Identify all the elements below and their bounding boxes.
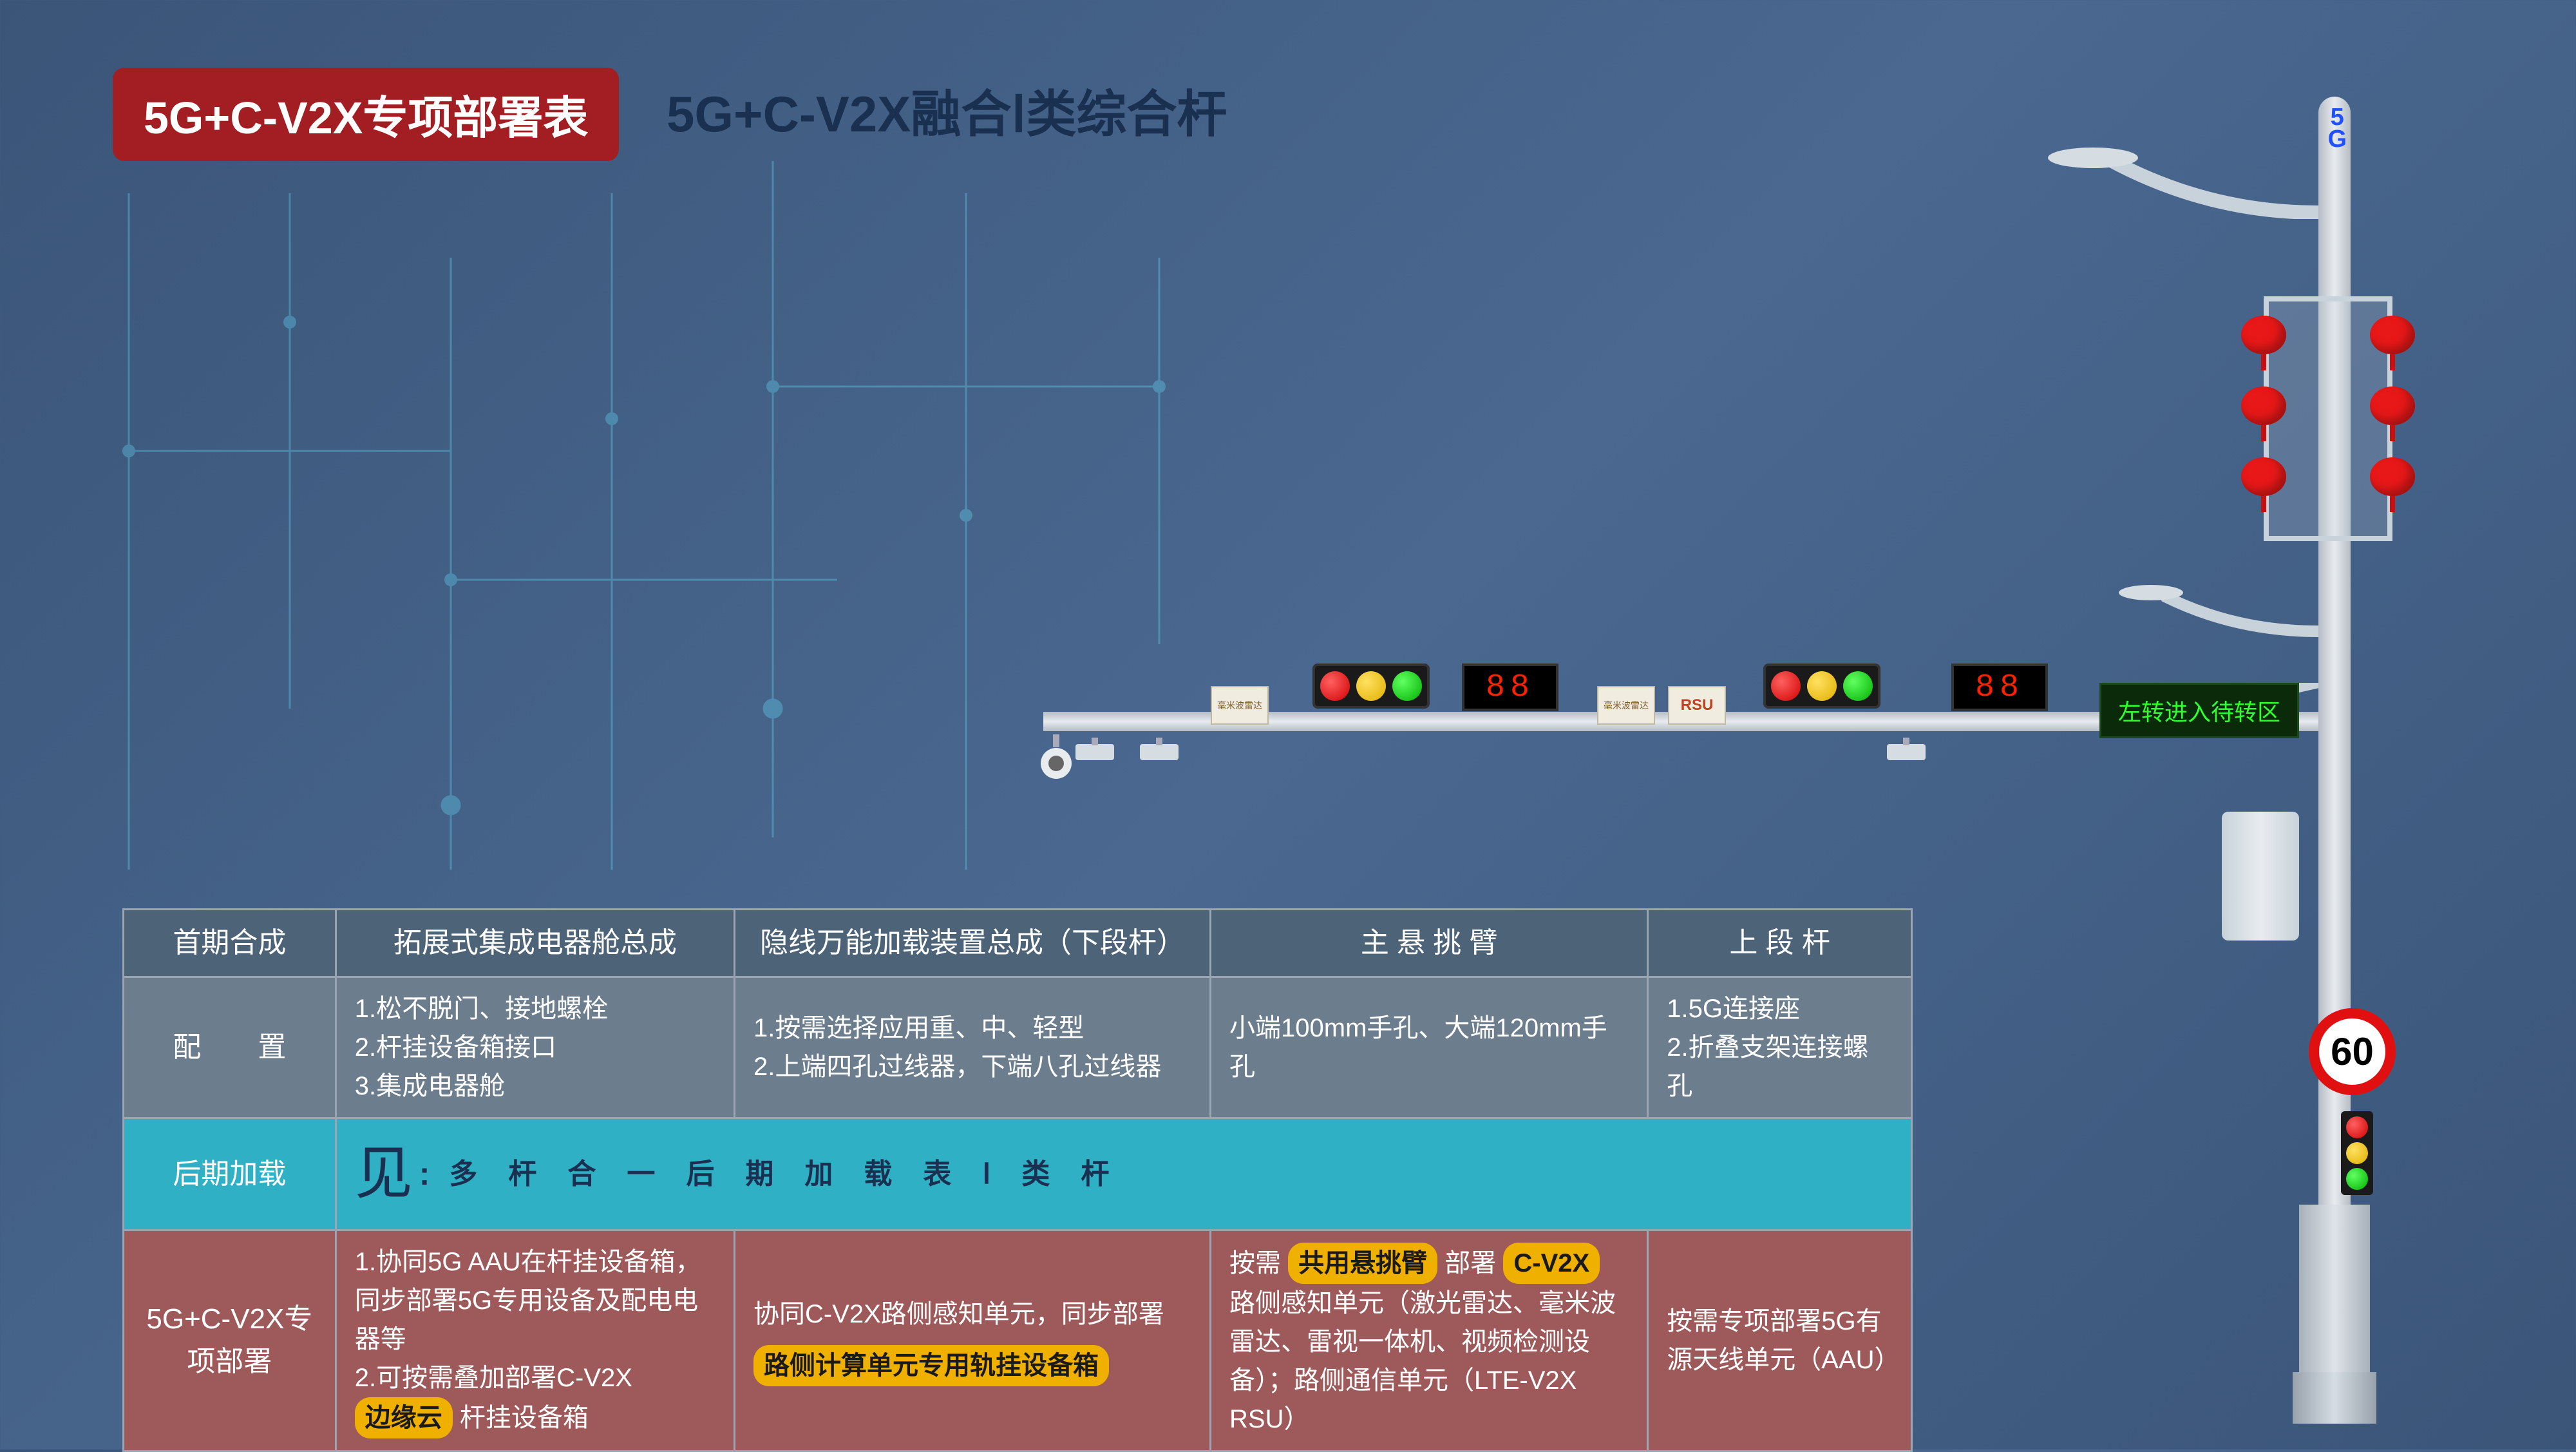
later-jian-char: 见	[355, 1131, 413, 1218]
equipment-box	[2222, 812, 2299, 941]
cfg-c4: 小端100mm手孔、大端120mm手孔	[1211, 977, 1648, 1118]
lower-lamp-arm	[2119, 580, 2318, 638]
pole-5g-label: 5G	[2327, 106, 2345, 150]
v2x-c4-mid: 部署	[1444, 1249, 1503, 1277]
hdr-c4: 主 悬 挑 臂	[1211, 910, 1648, 977]
camera-1	[1133, 738, 1185, 770]
countdown-1: 88	[1462, 664, 1558, 711]
cfg-c2: 1.松不脱门、接地螺栓 2.杆挂设备箱接口 3.集成电器舱	[336, 977, 734, 1118]
table-header-row: 首期合成 拓展式集成电器舱总成 隐线万能加载装置总成（下段杆） 主 悬 挑 臂 …	[124, 910, 1912, 977]
v2x-c4-hl2: C-V2X	[1503, 1243, 1600, 1284]
v2x-c4: 按需 共用悬挑臂 部署 C-V2X 路侧感知单元（激光雷达、毫米波雷达、雷视一体…	[1211, 1230, 1648, 1451]
camera-2	[1069, 738, 1121, 770]
street-lamp-arm	[2048, 142, 2318, 219]
speed-limit-sign: 60	[2309, 1008, 2396, 1095]
radar-box-2: 毫米波雷达	[1597, 686, 1655, 725]
countdown-2: 88	[1951, 664, 2048, 711]
hdr-c5: 上 段 杆	[1648, 910, 1912, 977]
later-label: 后期加载	[124, 1118, 336, 1230]
v2x-c2-p2: 杆挂设备箱	[460, 1404, 589, 1432]
ptz-camera	[1037, 734, 1075, 779]
pole-base-upper	[2299, 1205, 2370, 1372]
hdr-c1: 首期合成	[124, 910, 336, 977]
radar-box-1: 毫米波雷达	[1211, 686, 1269, 725]
cfg-c3: 1.按需选择应用重、中、轻型 2.上端四孔过线器，下端八孔过线器	[735, 977, 1211, 1118]
pedestrian-traffic-light	[2341, 1111, 2373, 1195]
hdr-c2: 拓展式集成电器舱总成	[336, 910, 734, 977]
deployment-table: 首期合成 拓展式集成电器舱总成 隐线万能加载装置总成（下段杆） 主 悬 挑 臂 …	[122, 908, 1913, 1452]
config-row: 配 置 1.松不脱门、接地螺栓 2.杆挂设备箱接口 3.集成电器舱 1.按需选择…	[124, 977, 1912, 1118]
rsu-box: RSU	[1668, 686, 1726, 725]
later-loading-row: 后期加载 见: 多杆合一后期加载表Ⅰ类杆	[124, 1118, 1912, 1230]
later-content-cell: 见: 多杆合一后期加载表Ⅰ类杆	[336, 1118, 1911, 1230]
v2x-c4-hl1: 共用悬挑臂	[1288, 1243, 1437, 1284]
v2x-row: 5G+C-V2X专项部署 1.协同5G AAU在杆挂设备箱，同步部署5G专用设备…	[124, 1230, 1912, 1451]
traffic-light-1	[1312, 664, 1430, 709]
camera-3	[1880, 738, 1932, 770]
v2x-c5: 按需专项部署5G有源天线单元（AAU）	[1648, 1230, 1912, 1451]
v2x-c4-p2: 路侧感知单元（激光雷达、毫米波雷达、雷视一体机、视频检测设备）；路侧通信单元（L…	[1229, 1289, 1616, 1433]
cfg-c5: 1.5G连接座 2.折叠支架连接螺孔	[1648, 977, 1912, 1118]
cfg-label: 配 置	[124, 977, 336, 1118]
title-badge: 5G+C-V2X专项部署表	[113, 68, 619, 161]
v2x-c3-hl: 路侧计算单元专用轨挂设备箱	[753, 1345, 1109, 1386]
v2x-c3: 协同C-V2X路侧感知单元，同步部署 路侧计算单元专用轨挂设备箱	[735, 1230, 1211, 1451]
v2x-c3-p1: 协同C-V2X路侧感知单元，同步部署	[753, 1295, 1191, 1333]
v2x-c2-hl: 边缘云	[355, 1397, 453, 1438]
hdr-c3: 隐线万能加载装置总成（下段杆）	[735, 910, 1211, 977]
v2x-c2-p1: 1.协同5G AAU在杆挂设备箱，同步部署5G专用设备及配电电器等 2.可按需叠…	[355, 1248, 701, 1392]
led-turn-sign: 左转进入待转区	[2099, 683, 2299, 738]
v2x-label: 5G+C-V2X专项部署	[124, 1230, 336, 1451]
lantern-rack	[2235, 296, 2421, 541]
v2x-c4-p1: 按需	[1229, 1249, 1288, 1277]
v2x-c2: 1.协同5G AAU在杆挂设备箱，同步部署5G专用设备及配电电器等 2.可按需叠…	[336, 1230, 734, 1451]
later-spaced-text: 多杆合一后期加载表Ⅰ类杆	[449, 1153, 1140, 1196]
pole-base	[2293, 1372, 2376, 1424]
traffic-light-2	[1763, 664, 1880, 709]
